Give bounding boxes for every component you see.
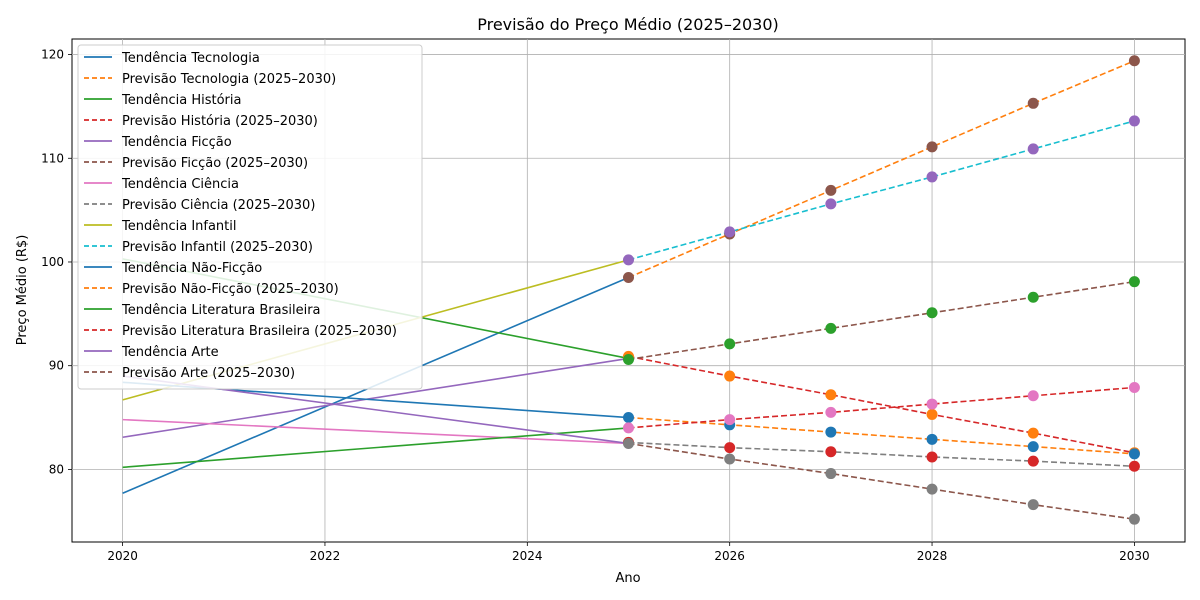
series-line bbox=[628, 280, 1135, 361]
legend-label: Previsão Não-Ficção (2025–2030) bbox=[122, 282, 339, 297]
data-point bbox=[623, 272, 634, 284]
x-tick-label: 2028 bbox=[917, 549, 948, 563]
legend-label: Previsão História (2025–2030) bbox=[122, 114, 318, 129]
series-line bbox=[628, 120, 1135, 261]
x-tick-label: 2020 bbox=[107, 549, 138, 563]
data-point bbox=[1027, 291, 1039, 303]
data-point bbox=[825, 389, 837, 401]
data-point bbox=[1027, 499, 1039, 511]
legend: Tendência Tecnologia Previsão Tecnologia … bbox=[77, 44, 423, 390]
data-point bbox=[1128, 55, 1140, 67]
series-line bbox=[628, 416, 1135, 455]
y-tick-label: 120 bbox=[41, 48, 64, 62]
legend-label: Tendência Ficção bbox=[121, 135, 232, 150]
data-point bbox=[1027, 143, 1039, 155]
data-point bbox=[724, 442, 736, 454]
y-axis-label: Preço Médio (R$) bbox=[15, 235, 30, 346]
legend-label: Previsão Ficção (2025–2030) bbox=[122, 156, 308, 171]
series-line bbox=[122, 427, 629, 469]
data-point bbox=[825, 406, 837, 418]
data-point bbox=[1128, 115, 1140, 127]
data-point bbox=[825, 446, 837, 458]
legend-box bbox=[77, 44, 423, 390]
legend-label: Previsão Literatura Brasileira (2025–203… bbox=[122, 324, 397, 339]
data-point bbox=[724, 370, 736, 382]
series-line bbox=[628, 441, 1135, 468]
series-line bbox=[628, 386, 1135, 429]
legend-label: Tendência Literatura Brasileira bbox=[121, 303, 321, 318]
x-tick-label: 2026 bbox=[714, 549, 745, 563]
chart-title: Previsão do Preço Médio (2025–2030) bbox=[477, 15, 779, 34]
data-point bbox=[926, 451, 938, 463]
legend-label: Previsão Infantil (2025–2030) bbox=[122, 240, 313, 255]
y-tick-label: 80 bbox=[49, 462, 64, 476]
data-point bbox=[1027, 390, 1039, 402]
data-point bbox=[724, 226, 736, 238]
data-point bbox=[825, 322, 837, 334]
data-point bbox=[1128, 460, 1140, 472]
data-point bbox=[825, 426, 837, 438]
data-point bbox=[623, 437, 634, 449]
data-point bbox=[623, 254, 634, 266]
data-point bbox=[724, 453, 736, 465]
data-point bbox=[623, 412, 634, 424]
legend-label: Tendência Arte bbox=[121, 345, 219, 360]
data-point bbox=[724, 338, 736, 350]
data-point bbox=[1128, 513, 1140, 525]
data-point bbox=[623, 353, 634, 365]
data-point bbox=[1027, 441, 1039, 453]
data-point bbox=[1128, 448, 1140, 460]
y-tick-label: 90 bbox=[49, 359, 64, 373]
x-axis: 2020 2022 2024 2026 2028 2030 bbox=[107, 542, 1150, 563]
legend-label: Tendência Infantil bbox=[121, 219, 237, 234]
data-point bbox=[825, 468, 837, 480]
y-tick-label: 100 bbox=[41, 255, 64, 269]
x-tick-label: 2022 bbox=[310, 549, 341, 563]
data-point bbox=[724, 414, 736, 426]
legend-label: Tendência Tecnologia bbox=[121, 51, 260, 66]
data-point bbox=[926, 171, 938, 183]
x-axis-label: Ano bbox=[615, 571, 640, 586]
data-point bbox=[926, 408, 938, 420]
series-markers bbox=[623, 55, 1140, 525]
y-axis: 80 90 100 110 120 bbox=[41, 48, 72, 476]
legend-label: Previsão Arte (2025–2030) bbox=[122, 366, 295, 381]
data-point bbox=[926, 433, 938, 445]
legend-label: Tendência Ciência bbox=[121, 177, 239, 192]
series-line bbox=[122, 418, 629, 445]
data-point bbox=[825, 184, 837, 196]
data-point bbox=[926, 483, 938, 495]
series-line bbox=[628, 442, 1135, 520]
legend-label: Tendência Não-Ficção bbox=[121, 261, 262, 276]
data-point bbox=[926, 141, 938, 153]
legend-label: Previsão Ciência (2025–2030) bbox=[122, 198, 315, 213]
x-tick-label: 2030 bbox=[1119, 549, 1150, 563]
data-point bbox=[825, 198, 837, 210]
legend-label: Previsão Tecnologia (2025–2030) bbox=[122, 72, 336, 87]
data-point bbox=[926, 398, 938, 410]
data-point bbox=[1128, 381, 1140, 393]
data-point bbox=[623, 422, 634, 434]
x-tick-label: 2024 bbox=[512, 549, 543, 563]
data-point bbox=[1027, 427, 1039, 439]
plot-area bbox=[71, 38, 1186, 543]
data-point bbox=[1128, 276, 1140, 288]
series-line bbox=[628, 60, 1135, 279]
legend-label: Tendência História bbox=[121, 93, 241, 108]
data-point bbox=[1027, 97, 1039, 109]
series-line bbox=[628, 355, 1135, 454]
y-tick-label: 110 bbox=[41, 151, 64, 165]
data-point bbox=[926, 307, 938, 319]
data-point bbox=[1027, 455, 1039, 467]
